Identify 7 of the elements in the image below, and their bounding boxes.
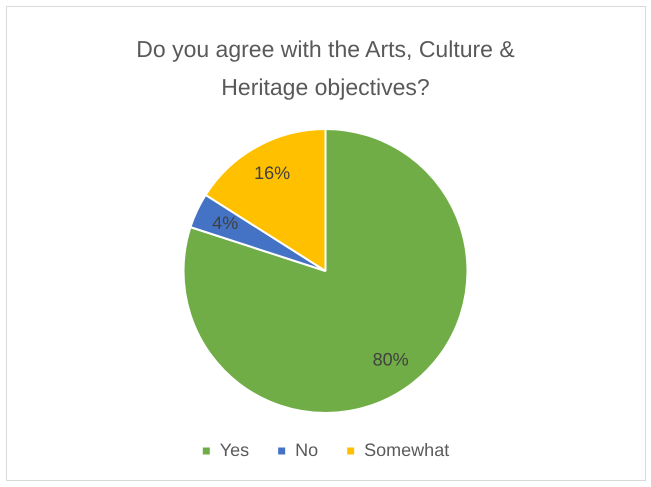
chart-title: Do you agree with the Arts, Culture & Heritage objectives? <box>135 35 516 102</box>
data-label: 80% <box>372 350 409 370</box>
legend-label: Somewhat <box>364 440 450 460</box>
legend-label: Yes <box>220 440 250 460</box>
legend-label: No <box>295 440 318 460</box>
data-label: 4% <box>212 212 238 233</box>
data-label: 16% <box>254 162 290 183</box>
